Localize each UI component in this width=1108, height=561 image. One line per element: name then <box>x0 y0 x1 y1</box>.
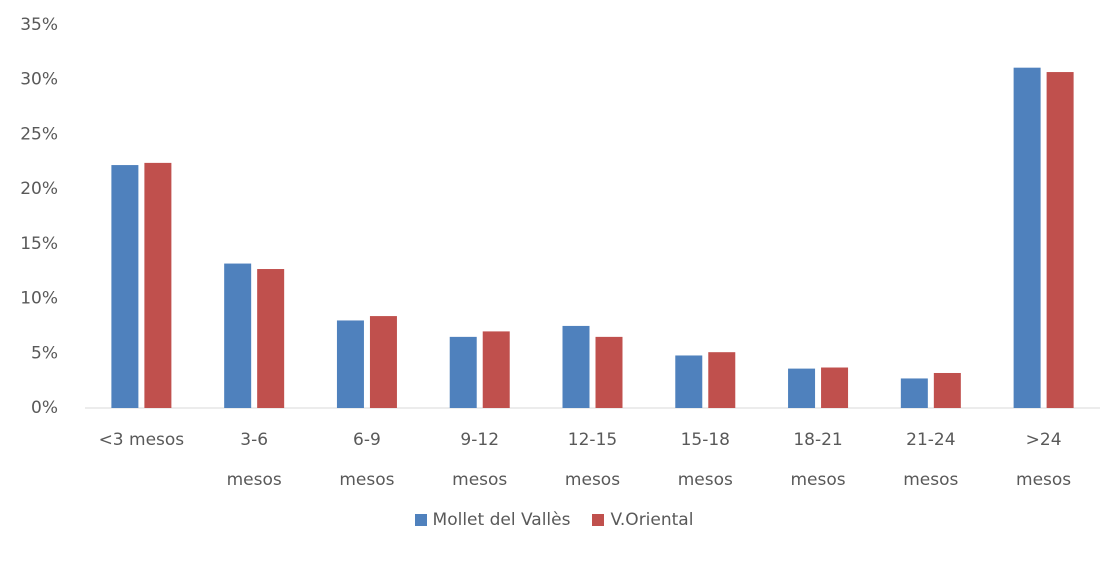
legend-label: Mollet del Vallès <box>432 510 571 530</box>
legend-item: V.Oriental <box>592 510 693 530</box>
bar <box>224 263 252 408</box>
bar <box>449 336 477 408</box>
bar <box>257 269 285 408</box>
y-tick-label: 35% <box>20 15 58 35</box>
y-tick-label: 5% <box>31 343 58 363</box>
x-tick-label: 3-6 mesos <box>226 430 282 490</box>
bar <box>708 352 736 408</box>
bar <box>1046 72 1074 408</box>
bar <box>144 162 172 408</box>
y-tick-label: 15% <box>20 234 58 254</box>
bar <box>675 355 703 408</box>
x-tick-label: 18-21 mesos <box>790 430 846 490</box>
legend: Mollet del Vallès V.Oriental <box>0 510 1108 530</box>
bar <box>821 367 849 408</box>
x-tick-label: 12-15 mesos <box>564 430 621 490</box>
legend-item: Mollet del Vallès <box>414 510 571 530</box>
y-tick-label: 25% <box>20 124 58 144</box>
y-tick-label: 30% <box>20 70 58 90</box>
y-tick-label: 0% <box>31 398 58 418</box>
y-tick-label: 10% <box>20 289 58 309</box>
legend-swatch <box>414 514 427 526</box>
legend-label: V.Oriental <box>610 510 694 530</box>
x-tick-label: <3 mesos <box>98 430 185 450</box>
bar <box>900 378 928 408</box>
bar <box>933 372 961 408</box>
bar <box>336 320 364 408</box>
bar <box>482 331 510 408</box>
bar <box>595 336 623 408</box>
bar <box>562 325 590 408</box>
x-tick-label: 9-12 mesos <box>452 430 508 490</box>
bar <box>369 316 397 408</box>
x-tick-label: 21-24 mesos <box>903 430 959 490</box>
x-tick-label: 15-18 mesos <box>677 430 733 490</box>
bar <box>788 368 816 408</box>
bar <box>111 165 139 408</box>
x-tick-label: >24 mesos <box>1016 430 1072 490</box>
bar <box>1013 67 1041 409</box>
legend-swatch <box>592 514 605 526</box>
y-tick-label: 20% <box>20 179 58 199</box>
x-tick-label: 6-9 mesos <box>339 430 395 490</box>
